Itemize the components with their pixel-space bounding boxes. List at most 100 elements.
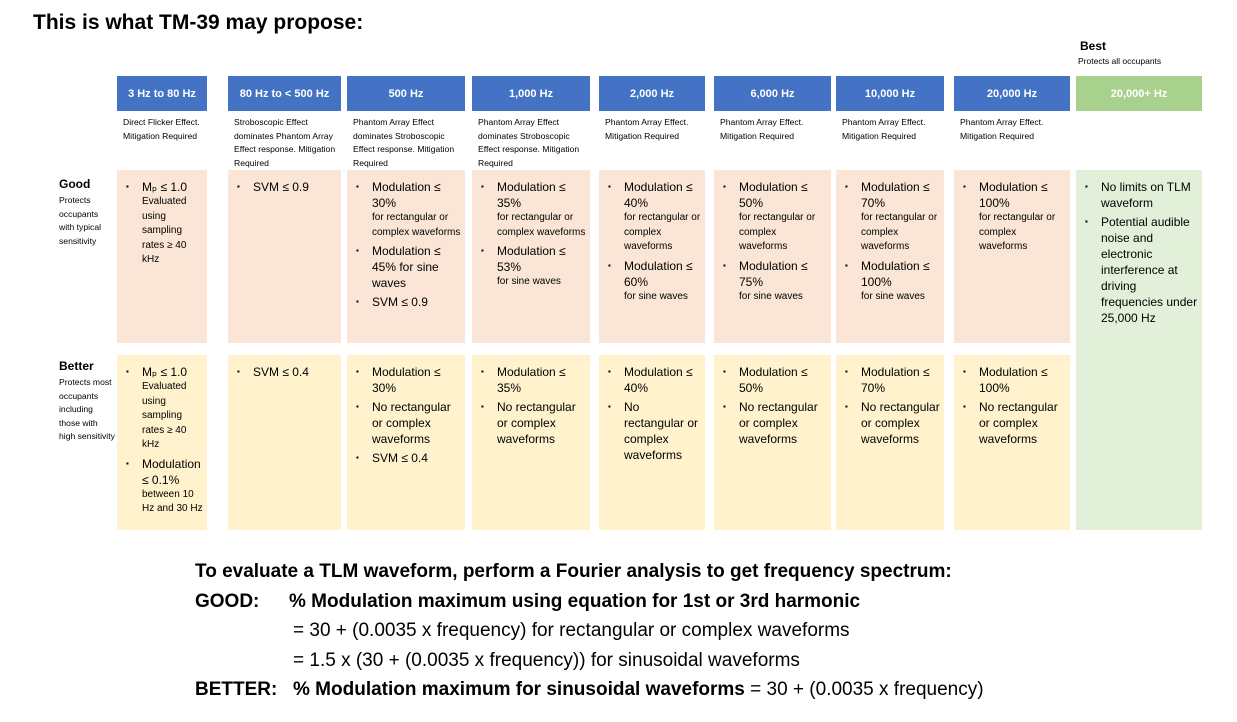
square-bullet-icon: ▪ bbox=[723, 182, 726, 191]
better-label: Better bbox=[59, 359, 94, 373]
square-bullet-icon: ▪ bbox=[608, 182, 611, 191]
criteria-item: ▪ Modulation ≤ 100% bbox=[960, 364, 1066, 396]
criteria-main: No rectangular or complex waveforms bbox=[979, 400, 1058, 446]
criteria-list: ▪ No limits on TLM waveform ▪ Potential aud… bbox=[1082, 179, 1198, 326]
criteria-item: ▪ Modulation ≤ 100% for sine waves bbox=[842, 258, 940, 305]
better-cell: ▪ Modulation ≤ 40% ▪ No rectangular or comp… bbox=[599, 355, 705, 530]
column-header: 80 Hz to < 500 Hz bbox=[228, 76, 341, 111]
criteria-main: Modulation ≤ 50% bbox=[739, 180, 808, 210]
column-note: Phantom Array Effect dominates Strobosco… bbox=[478, 117, 580, 168]
criteria-list: ▪ Modulation ≤ 50% ▪ No rectangular or comp… bbox=[720, 364, 827, 447]
square-bullet-icon: ▪ bbox=[963, 367, 966, 376]
criteria-detail: Evaluated using sampling rates ≥ 40 kHz bbox=[142, 381, 187, 450]
criteria-item: ▪ Modulation ≤ 40% for rectangular or comp… bbox=[605, 179, 701, 255]
better-cell: ▪ Modulation ≤ 70% ▪ No rectangular or comp… bbox=[836, 355, 944, 530]
criteria-detail: for sine waves bbox=[624, 290, 688, 302]
better-formula-line: % Modulation maximum for sinusoidal wave… bbox=[293, 679, 984, 701]
square-bullet-icon: ▪ bbox=[481, 182, 484, 191]
criteria-item: ▪ No rectangular or complex waveforms bbox=[720, 399, 827, 447]
criteria-list: ▪ Modulation ≤ 50% for rectangular or comp… bbox=[720, 179, 827, 304]
good-cell: ▪ Modulation ≤ 50% for rectangular or comp… bbox=[714, 170, 831, 343]
criteria-detail: for rectangular or complex waveforms bbox=[739, 212, 816, 252]
criteria-item: ▪ Mₚ ≤ 1.0 Evaluated using sampling rates … bbox=[123, 179, 203, 268]
criteria-detail: for sine waves bbox=[497, 276, 561, 287]
criteria-list: ▪ Modulation ≤ 70% for rectangular or comp… bbox=[842, 179, 940, 304]
criteria-item: ▪ SVM ≤ 0.9 bbox=[234, 179, 337, 195]
column-header: 20,000+ Hz bbox=[1076, 76, 1202, 111]
criteria-main: Modulation ≤ 35% bbox=[497, 180, 566, 210]
criteria-main: No rectangular or complex waveforms bbox=[861, 400, 940, 446]
criteria-item: ▪ Modulation ≤ 70% bbox=[842, 364, 940, 396]
criteria-list: ▪ Modulation ≤ 100% for rectangular or com… bbox=[960, 179, 1066, 255]
better-cell: ▪ Modulation ≤ 50% ▪ No rectangular or comp… bbox=[714, 355, 831, 530]
good-cell: ▪ Mₚ ≤ 1.0 Evaluated using sampling rates … bbox=[117, 170, 207, 343]
column-note: Stroboscopic Effect dominates Phantom Ar… bbox=[234, 117, 336, 168]
criteria-main: SVM ≤ 0.9 bbox=[253, 180, 309, 194]
criteria-list: ▪ Modulation ≤ 70% ▪ No rectangular or comp… bbox=[842, 364, 940, 447]
criteria-item: ▪ Modulation ≤ 100% for rectangular or com… bbox=[960, 179, 1066, 255]
criteria-item: ▪ No rectangular or complex waveforms bbox=[605, 399, 701, 463]
criteria-main: Modulation ≤ 100% bbox=[979, 180, 1048, 210]
criteria-main: SVM ≤ 0.4 bbox=[372, 451, 428, 465]
page-title: This is what TM-39 may propose: bbox=[33, 11, 364, 34]
square-bullet-icon: ▪ bbox=[1085, 182, 1088, 191]
square-bullet-icon: ▪ bbox=[481, 246, 484, 255]
better-description: Protects most occupants including those … bbox=[59, 377, 115, 441]
column-header: 500 Hz bbox=[347, 76, 465, 111]
criteria-list: ▪ Modulation ≤ 35% for rectangular or comp… bbox=[478, 179, 586, 290]
criteria-list: ▪ Modulation ≤ 100% ▪ No rectangular or com… bbox=[960, 364, 1066, 447]
criteria-main: Modulation ≤ 50% bbox=[739, 365, 808, 395]
square-bullet-icon: ▪ bbox=[356, 297, 359, 306]
criteria-item: ▪ Modulation ≤ 35% for rectangular or comp… bbox=[478, 179, 586, 240]
criteria-main: Mₚ ≤ 1.0 bbox=[142, 180, 188, 194]
criteria-detail: Evaluated using sampling rates ≥ 40 kHz bbox=[142, 196, 187, 265]
criteria-main: SVM ≤ 0.4 bbox=[253, 365, 309, 379]
square-bullet-icon: ▪ bbox=[126, 182, 129, 191]
square-bullet-icon: ▪ bbox=[963, 182, 966, 191]
criteria-main: No rectangular or complex waveforms bbox=[372, 400, 451, 446]
column-header: 20,000 Hz bbox=[954, 76, 1070, 111]
square-bullet-icon: ▪ bbox=[356, 453, 359, 462]
criteria-item: ▪ Mₚ ≤ 1.0 Evaluated using sampling rates … bbox=[123, 364, 203, 453]
criteria-list: ▪ SVM ≤ 0.4 bbox=[234, 364, 337, 380]
green-cell-cell: ▪ No limits on TLM waveform ▪ Potential aud… bbox=[1076, 170, 1202, 530]
equation-sinusoidal: = 1.5 x (30 + (0.0035 x frequency)) for … bbox=[293, 650, 800, 671]
square-bullet-icon: ▪ bbox=[608, 402, 611, 411]
good-cell: ▪ Modulation ≤ 30% for rectangular or comp… bbox=[347, 170, 465, 343]
criteria-item: ▪ SVM ≤ 0.4 bbox=[234, 364, 337, 380]
best-label: Best bbox=[1080, 39, 1107, 53]
column-header: 1,000 Hz bbox=[472, 76, 590, 111]
criteria-list: ▪ Mₚ ≤ 1.0 Evaluated using sampling rates … bbox=[123, 364, 203, 517]
equation-rectangular: = 30 + (0.0035 x frequency) for rectangu… bbox=[293, 620, 850, 641]
better-cell: ▪ Modulation ≤ 100% ▪ No rectangular or com… bbox=[954, 355, 1070, 530]
criteria-item: ▪ Modulation ≤ 45% for sine waves bbox=[353, 243, 461, 291]
criteria-item: ▪ Modulation ≤ 50% bbox=[720, 364, 827, 396]
criteria-item: ▪ Potential audible noise and electronic … bbox=[1082, 214, 1198, 326]
criteria-detail: between 10 Hz and 30 Hz bbox=[142, 488, 203, 515]
square-bullet-icon: ▪ bbox=[845, 402, 848, 411]
square-bullet-icon: ▪ bbox=[1085, 217, 1088, 226]
square-bullet-icon: ▪ bbox=[356, 246, 359, 255]
good-formula-text: % Modulation maximum using equation for … bbox=[289, 591, 861, 612]
criteria-main: Modulation ≤ 40% bbox=[624, 180, 693, 210]
criteria-item: ▪ No rectangular or complex waveforms bbox=[478, 399, 586, 447]
square-bullet-icon: ▪ bbox=[481, 367, 484, 376]
criteria-detail: for rectangular or complex waveforms bbox=[372, 212, 461, 238]
criteria-main: Modulation ≤ 35% bbox=[497, 365, 566, 395]
criteria-main: Modulation ≤ 53% bbox=[497, 244, 566, 274]
criteria-main: No rectangular or complex waveforms bbox=[497, 400, 576, 446]
evaluation-intro: To evaluate a TLM waveform, perform a Fo… bbox=[195, 561, 952, 582]
better-cell: ▪ SVM ≤ 0.4 bbox=[228, 355, 341, 530]
criteria-main: Mₚ ≤ 1.0 bbox=[142, 365, 188, 379]
square-bullet-icon: ▪ bbox=[356, 402, 359, 411]
criteria-main: Modulation ≤ 40% bbox=[624, 365, 693, 395]
square-bullet-icon: ▪ bbox=[126, 458, 129, 468]
criteria-main: Modulation ≤ 100% bbox=[979, 365, 1048, 395]
best-sublabel: Protects all occupants bbox=[1078, 56, 1162, 66]
criteria-main: Modulation ≤ 30% bbox=[372, 180, 441, 210]
criteria-item: ▪ No rectangular or complex waveforms bbox=[842, 399, 940, 447]
criteria-item: ▪ Modulation ≤ 60% for sine waves bbox=[605, 258, 701, 305]
criteria-detail: for rectangular or complex waveforms bbox=[624, 212, 701, 252]
criteria-main: Modulation ≤ 100% bbox=[861, 258, 930, 289]
criteria-detail: for rectangular or complex waveforms bbox=[497, 212, 586, 238]
